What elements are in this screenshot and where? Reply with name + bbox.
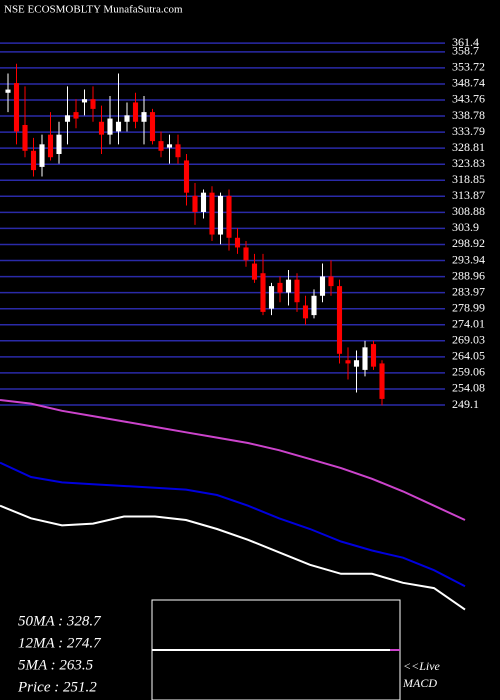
ma-line — [0, 504, 466, 611]
candle-body — [243, 247, 249, 261]
candle-body — [251, 263, 258, 280]
candle-body — [336, 286, 343, 354]
candle-body — [73, 112, 79, 119]
candle-body — [115, 121, 122, 132]
y-tick-label: 293.94 — [452, 252, 485, 266]
candle-body — [294, 279, 300, 303]
candle-body — [370, 344, 377, 367]
candle-body — [98, 121, 105, 135]
candle-body — [107, 118, 113, 135]
candle-body — [22, 125, 28, 151]
y-tick-label: 338.78 — [452, 108, 485, 122]
y-tick-label: 343.76 — [452, 92, 485, 106]
y-tick-label: 298.92 — [452, 236, 485, 250]
candle-body — [234, 237, 241, 248]
legend-entry: 5MA : 263.5 — [18, 657, 94, 673]
y-tick-label: 358.7 — [452, 44, 479, 58]
y-tick-label: 269.03 — [452, 333, 485, 347]
y-tick-label: 264.05 — [452, 349, 485, 363]
y-tick-label: 254.08 — [452, 381, 485, 395]
candle-body — [90, 99, 96, 109]
candle-body — [13, 83, 20, 132]
legend-entry: 50MA : 328.7 — [18, 613, 102, 629]
y-tick-label: 333.79 — [452, 124, 485, 138]
candle-body — [5, 89, 11, 93]
candle-body — [302, 305, 309, 319]
candle-body — [192, 195, 198, 212]
candle-body — [166, 144, 173, 148]
legend-entry: 12MA : 274.7 — [18, 635, 102, 651]
chart-title: NSE ECOSMOBLTY MunafaSutra.com — [4, 4, 183, 16]
candle-body — [328, 276, 334, 287]
ma-line — [0, 399, 466, 521]
candle-body — [379, 363, 385, 399]
candle-body — [124, 115, 130, 122]
y-tick-label: 313.87 — [452, 188, 485, 202]
y-tick-label: 283.97 — [452, 284, 485, 298]
candle-body — [47, 134, 54, 158]
y-tick-label: 348.74 — [452, 76, 485, 90]
candle-body — [268, 286, 275, 309]
y-tick-label: 361.4 — [452, 35, 479, 49]
candle-body — [132, 102, 139, 122]
candle-body — [311, 295, 317, 316]
candle-body — [362, 347, 368, 370]
candle-body — [319, 276, 326, 296]
candle-body — [285, 279, 292, 293]
candle-body — [175, 144, 181, 158]
y-tick-label: 288.96 — [452, 268, 485, 282]
candle-body — [39, 144, 45, 167]
candle-body — [158, 141, 164, 151]
candle-body — [30, 150, 37, 171]
candle-body — [260, 273, 266, 312]
candle-body — [277, 282, 283, 293]
macd-label: MACD — [402, 676, 437, 690]
candle-body — [81, 99, 88, 103]
live-label: <<Live — [403, 659, 441, 673]
candle-body — [345, 360, 351, 364]
candle-body — [217, 195, 224, 235]
y-tick-label: 303.9 — [452, 220, 479, 234]
y-tick-label: 249.1 — [452, 397, 479, 411]
candle-body — [56, 134, 62, 154]
candle-body — [64, 115, 71, 122]
legend-entry: Price : 251.2 — [17, 679, 97, 695]
candle-body — [149, 112, 156, 142]
y-tick-label: 328.81 — [452, 140, 485, 154]
candle-body — [209, 192, 215, 235]
candle-body — [141, 112, 147, 122]
y-tick-label: 278.99 — [452, 300, 485, 314]
candle-body — [226, 195, 232, 238]
y-tick-label: 353.72 — [452, 60, 485, 74]
y-tick-label: 259.06 — [452, 365, 485, 379]
y-tick-label: 318.85 — [452, 172, 485, 186]
y-tick-label: 323.83 — [452, 156, 485, 170]
ma-line — [0, 461, 466, 588]
candle-body — [353, 360, 360, 367]
candle-body — [200, 192, 207, 212]
candle-body — [183, 160, 190, 193]
y-tick-label: 274.01 — [452, 316, 485, 330]
y-tick-label: 308.88 — [452, 204, 485, 218]
